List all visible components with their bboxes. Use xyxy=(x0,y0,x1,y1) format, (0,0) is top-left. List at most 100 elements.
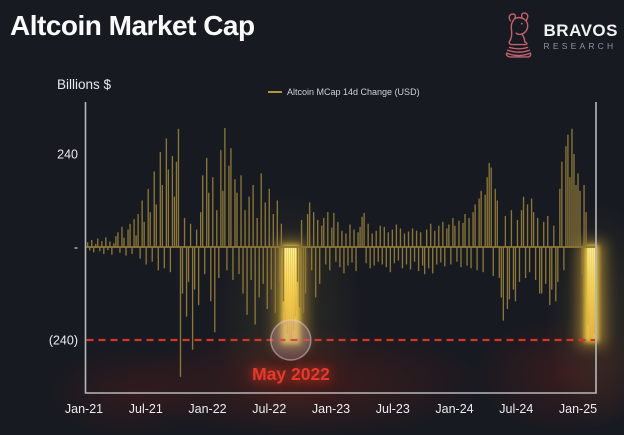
bar xyxy=(91,240,93,248)
bar xyxy=(409,247,412,270)
bar xyxy=(573,154,575,247)
bar xyxy=(173,196,176,248)
bar xyxy=(516,219,519,248)
bar xyxy=(377,247,379,262)
bar xyxy=(165,138,168,247)
bar xyxy=(478,198,480,247)
bar xyxy=(319,247,321,284)
bar xyxy=(341,230,343,247)
bar xyxy=(490,167,492,247)
bar xyxy=(421,247,424,266)
bar xyxy=(539,247,541,294)
bar xyxy=(252,185,254,247)
bar xyxy=(238,247,240,275)
bar xyxy=(103,247,105,254)
bar xyxy=(399,228,402,247)
bar xyxy=(486,177,488,247)
bar xyxy=(438,225,440,247)
bar xyxy=(163,247,166,269)
bar xyxy=(391,229,394,247)
bar xyxy=(115,236,117,247)
bar xyxy=(482,247,484,273)
bar-highlighted xyxy=(288,247,291,342)
y-tick-label: (240) xyxy=(49,334,78,348)
bar xyxy=(155,204,157,248)
bar xyxy=(518,247,521,282)
bar xyxy=(462,222,464,247)
bar xyxy=(127,229,129,247)
bar xyxy=(549,247,551,306)
bar xyxy=(484,194,486,247)
bar xyxy=(524,247,527,278)
bar xyxy=(373,247,375,266)
focus-circle-may-2022 xyxy=(270,319,312,361)
bar xyxy=(224,128,226,247)
bar xyxy=(244,210,246,247)
bar xyxy=(200,212,202,248)
y-axis-unit-label: Billions $ xyxy=(57,77,112,92)
x-tick-label: Jan-25 xyxy=(559,402,597,416)
bar xyxy=(510,210,513,247)
bar xyxy=(393,247,396,264)
bar xyxy=(119,247,121,253)
bar xyxy=(183,217,186,247)
bar xyxy=(232,247,234,280)
bar xyxy=(349,224,351,248)
bar xyxy=(175,161,178,247)
bar xyxy=(206,157,208,248)
bar xyxy=(543,221,545,247)
bar xyxy=(492,247,494,277)
bar xyxy=(571,128,573,247)
brand-name: BRAVOS xyxy=(543,20,618,40)
bar xyxy=(442,221,444,247)
bar xyxy=(557,247,559,282)
bar xyxy=(321,225,323,247)
bar xyxy=(151,247,153,262)
bar-highlighted xyxy=(589,247,591,340)
bar xyxy=(413,247,416,262)
bar xyxy=(300,219,303,248)
bar xyxy=(530,198,533,247)
page-title: Altcoin Market Cap xyxy=(10,10,255,41)
bar xyxy=(189,223,192,247)
bar xyxy=(417,247,420,272)
bar xyxy=(250,247,252,280)
bar xyxy=(89,247,91,251)
bar xyxy=(258,247,260,298)
bar xyxy=(157,247,159,271)
bar xyxy=(234,179,236,247)
bar xyxy=(383,226,385,247)
bar xyxy=(436,247,438,265)
bar-highlighted xyxy=(286,247,289,335)
bar xyxy=(268,188,270,248)
bar xyxy=(500,247,502,298)
bar xyxy=(450,247,452,265)
annotation-may-2022: May 2022 xyxy=(252,364,330,384)
brand-subtitle: RESEARCH xyxy=(543,40,617,51)
x-tick-label: Jul-23 xyxy=(376,402,410,416)
bar xyxy=(280,223,283,247)
bar xyxy=(498,247,500,278)
bar xyxy=(169,247,172,273)
bar xyxy=(371,233,373,247)
bar xyxy=(111,247,113,255)
bar xyxy=(381,247,383,265)
bar xyxy=(583,185,585,247)
bar xyxy=(105,237,107,247)
bar xyxy=(107,247,109,251)
bar xyxy=(361,216,363,248)
bar xyxy=(577,173,579,248)
bar-highlighted xyxy=(290,247,293,339)
bar xyxy=(476,247,478,271)
bar xyxy=(129,223,131,247)
bar xyxy=(125,247,127,256)
bar xyxy=(415,230,418,247)
bar xyxy=(541,247,543,294)
bar xyxy=(494,188,496,248)
bar xyxy=(419,232,422,247)
bar xyxy=(389,247,392,273)
bar xyxy=(228,165,230,248)
bar xyxy=(266,247,268,309)
bar xyxy=(99,247,101,252)
bar xyxy=(256,217,258,247)
